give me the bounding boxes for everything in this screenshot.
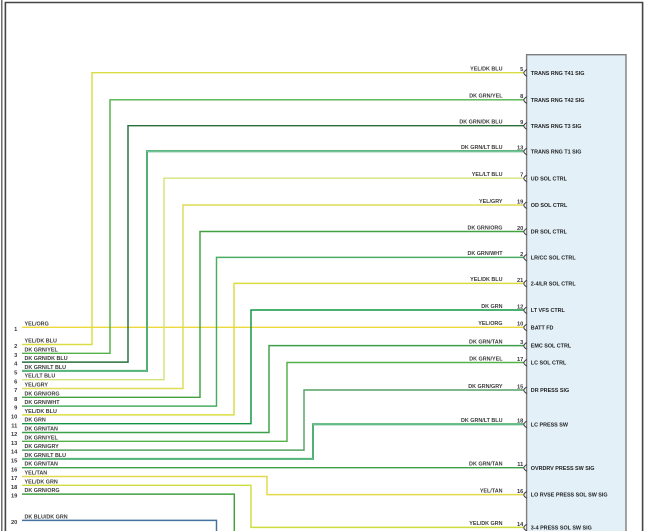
svg-text:DK GRN/WHT: DK GRN/WHT (25, 400, 61, 406)
svg-text:YEL/ORG: YEL/ORG (478, 321, 502, 327)
svg-text:DK GRN/YEL: DK GRN/YEL (469, 94, 503, 100)
svg-text:13: 13 (11, 441, 17, 447)
svg-text:3-4 PRESS SOL SW SIG: 3-4 PRESS SOL SW SIG (531, 526, 592, 531)
svg-text:DK GRN/LT BLU: DK GRN/LT BLU (461, 145, 503, 151)
svg-text:BATT FD: BATT FD (531, 325, 554, 331)
svg-text:DK GRN/WHT: DK GRN/WHT (467, 251, 503, 257)
svg-text:21: 21 (517, 278, 523, 284)
svg-text:18: 18 (11, 485, 17, 491)
svg-text:DK GRN/GRY: DK GRN/GRY (468, 384, 503, 390)
svg-text:8: 8 (520, 94, 523, 100)
svg-text:DK GRN/LT BLU: DK GRN/LT BLU (461, 418, 503, 424)
svg-text:DK GRN: DK GRN (25, 418, 46, 424)
svg-text:YEL/DK BLU: YEL/DK BLU (25, 339, 57, 345)
svg-text:20: 20 (517, 226, 523, 232)
svg-text:DR PRESS SIG: DR PRESS SIG (531, 388, 569, 394)
svg-text:DK GRN/GRY: DK GRN/GRY (25, 444, 60, 450)
svg-text:DK GRN: DK GRN (481, 304, 502, 310)
svg-text:6: 6 (14, 379, 17, 385)
svg-text:2: 2 (14, 344, 17, 350)
svg-text:9: 9 (520, 120, 523, 126)
svg-text:17: 17 (11, 476, 17, 482)
svg-text:YEL/GRY: YEL/GRY (25, 383, 49, 389)
svg-text:2-4/LR SOL CTRL: 2-4/LR SOL CTRL (531, 282, 577, 288)
svg-text:YEL/DK GRN: YEL/DK GRN (25, 479, 58, 485)
svg-text:YEL/GRY: YEL/GRY (479, 199, 503, 205)
svg-text:DK GRN/TAN: DK GRN/TAN (469, 462, 503, 468)
svg-text:9: 9 (14, 406, 17, 412)
svg-text:LR/CC SOL CTRL: LR/CC SOL CTRL (531, 256, 577, 262)
svg-text:LT VFS CTRL: LT VFS CTRL (531, 308, 566, 314)
svg-text:EMC SOL CTRL: EMC SOL CTRL (531, 344, 572, 350)
svg-text:12: 12 (11, 432, 17, 438)
svg-text:17: 17 (517, 357, 523, 363)
svg-text:19: 19 (517, 199, 523, 205)
svg-text:3: 3 (520, 340, 523, 346)
svg-text:3: 3 (14, 353, 17, 359)
svg-text:LC PRESS SW: LC PRESS SW (531, 422, 569, 428)
svg-text:YEL/DK GRN: YEL/DK GRN (469, 521, 502, 527)
svg-text:13: 13 (517, 146, 523, 152)
svg-text:UD SOL CTRL: UD SOL CTRL (531, 176, 568, 182)
svg-text:TRANS RNG T42 SIG: TRANS RNG T42 SIG (531, 98, 585, 104)
svg-text:DK GRN/DK BLU: DK GRN/DK BLU (459, 120, 502, 126)
svg-text:OVRDRV PRESS SW SIG: OVRDRV PRESS SW SIG (531, 466, 595, 472)
svg-text:OD SOL CTRL: OD SOL CTRL (531, 203, 568, 209)
svg-text:18: 18 (517, 419, 523, 425)
svg-text:14: 14 (517, 522, 524, 528)
svg-text:YEL/TAN: YEL/TAN (480, 488, 503, 494)
svg-text:YEL/LT BLU: YEL/LT BLU (25, 374, 56, 380)
svg-text:15: 15 (517, 384, 523, 390)
svg-text:TRANS RNG T41 SIG: TRANS RNG T41 SIG (531, 71, 585, 77)
svg-text:11: 11 (517, 462, 523, 468)
svg-text:7: 7 (520, 173, 523, 179)
svg-text:DK GRN/TAN: DK GRN/TAN (25, 462, 59, 468)
svg-text:DK GRN/YEL: DK GRN/YEL (469, 356, 503, 362)
svg-text:19: 19 (11, 494, 17, 500)
svg-text:TRANS RNG T1 SIG: TRANS RNG T1 SIG (531, 149, 582, 155)
svg-text:YEL/DK BLU: YEL/DK BLU (25, 409, 57, 415)
svg-text:DK GRN/ORG: DK GRN/ORG (25, 488, 60, 494)
svg-text:YEL/ORG: YEL/ORG (25, 321, 49, 327)
svg-text:7: 7 (14, 388, 17, 394)
svg-text:DK GRN/DK BLU: DK GRN/DK BLU (25, 356, 68, 362)
svg-text:DK BLU/DK GRN: DK BLU/DK GRN (25, 514, 68, 520)
svg-text:DK GRN/YEL: DK GRN/YEL (25, 435, 59, 441)
svg-text:12: 12 (517, 304, 523, 310)
svg-text:1: 1 (14, 327, 17, 333)
svg-text:15: 15 (11, 459, 17, 465)
svg-text:11: 11 (11, 423, 17, 429)
svg-text:YEL/DK BLU: YEL/DK BLU (470, 277, 502, 283)
svg-text:LO RVSE PRESS SOL SW SIG: LO RVSE PRESS SOL SW SIG (531, 493, 608, 499)
svg-text:DK GRN/LT BLU: DK GRN/LT BLU (25, 365, 67, 371)
svg-text:10: 10 (517, 322, 523, 328)
svg-text:LC SOL CTRL: LC SOL CTRL (531, 361, 567, 367)
svg-text:DK GRN/TAN: DK GRN/TAN (25, 427, 59, 433)
svg-text:5: 5 (14, 371, 17, 377)
svg-text:YEL/LT BLU: YEL/LT BLU (472, 172, 503, 178)
svg-text:16: 16 (11, 467, 17, 473)
svg-text:16: 16 (517, 489, 523, 495)
svg-text:5: 5 (520, 67, 523, 73)
svg-text:14: 14 (11, 450, 18, 456)
svg-text:DK GRN/ORG: DK GRN/ORG (25, 391, 60, 397)
svg-text:DR SOL CTRL: DR SOL CTRL (531, 230, 568, 236)
svg-text:DK GRN/ORG: DK GRN/ORG (467, 225, 502, 231)
svg-text:DK GRN/LT BLU: DK GRN/LT BLU (25, 453, 67, 459)
svg-text:8: 8 (14, 397, 17, 403)
svg-text:4: 4 (14, 362, 18, 368)
svg-text:YEL/DK BLU: YEL/DK BLU (470, 67, 502, 73)
svg-text:20: 20 (11, 520, 17, 526)
svg-text:DK GRN/YEL: DK GRN/YEL (25, 347, 59, 353)
svg-text:2: 2 (520, 252, 523, 258)
svg-text:DK GRN/TAN: DK GRN/TAN (469, 339, 503, 345)
svg-text:TRANS RNG T3 SIG: TRANS RNG T3 SIG (531, 124, 582, 130)
svg-text:10: 10 (11, 415, 17, 421)
svg-text:YEL/TAN: YEL/TAN (25, 471, 48, 477)
